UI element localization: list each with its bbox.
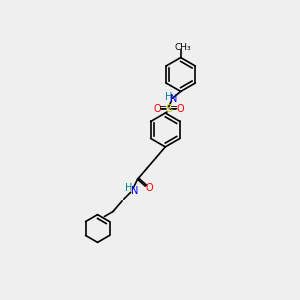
Text: S: S [165, 104, 172, 114]
Text: CH₃: CH₃ [175, 43, 191, 52]
Text: O: O [176, 104, 184, 114]
Text: H: H [125, 183, 132, 193]
Text: H: H [165, 92, 172, 102]
Text: N: N [131, 186, 138, 196]
Text: O: O [145, 183, 153, 193]
Text: =: = [159, 103, 167, 113]
Text: O: O [153, 104, 160, 114]
Text: =: = [170, 103, 178, 113]
Text: N: N [170, 94, 178, 104]
